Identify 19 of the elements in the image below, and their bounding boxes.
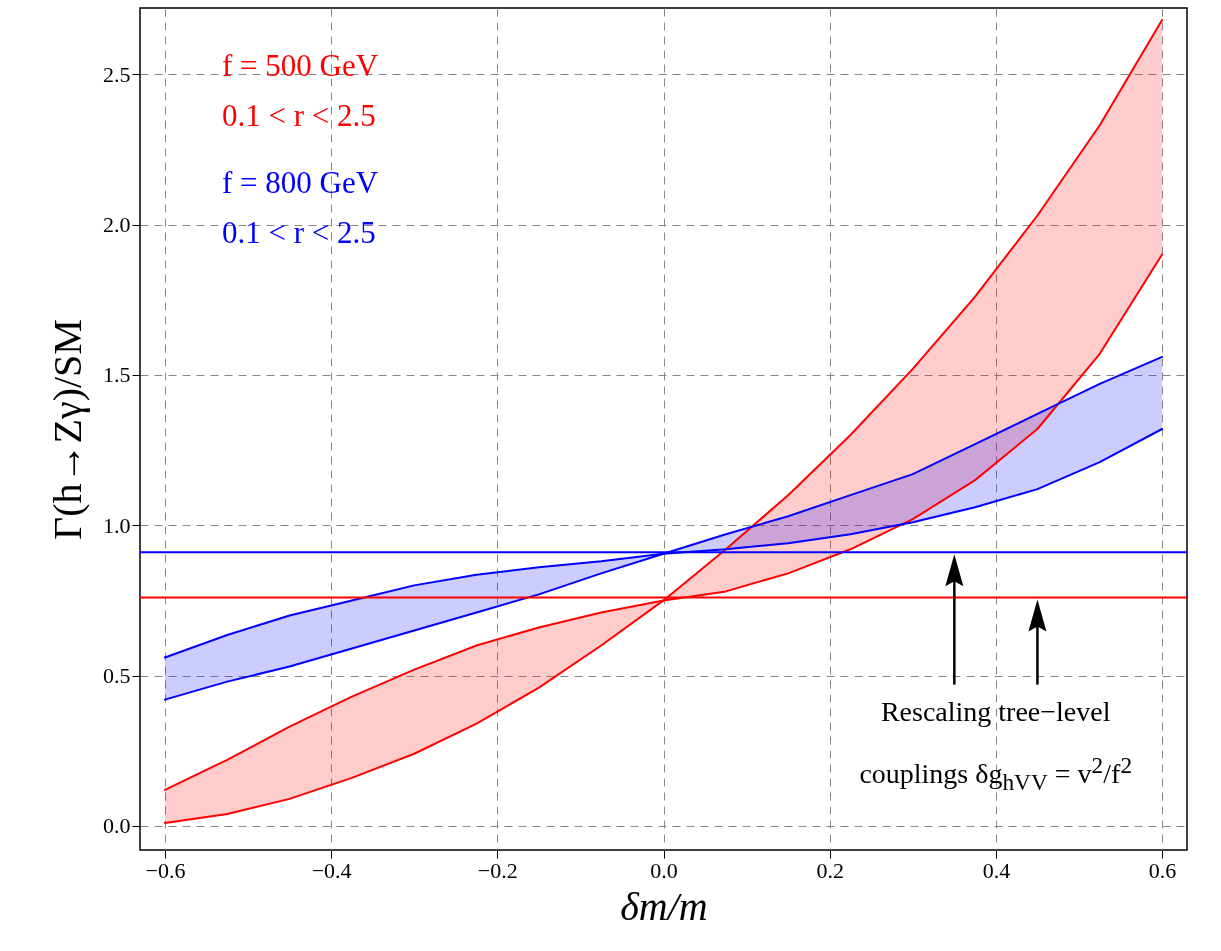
text: f = 800 GeV 0.1 < r < 2.5 bbox=[222, 165, 379, 251]
y-tick-label: 1.0 bbox=[103, 512, 131, 538]
y-tick-label: 0.0 bbox=[103, 813, 131, 839]
annotation: Rescaling tree−level bbox=[880, 695, 1111, 728]
y-tick-label: 1.5 bbox=[103, 362, 131, 388]
x-tick-label: −0.6 bbox=[145, 857, 186, 883]
y-tick-label: 2.5 bbox=[103, 61, 131, 87]
x-tick-label: 0.0 bbox=[650, 857, 678, 883]
y-tick-label: 2.0 bbox=[103, 212, 131, 238]
annotation: couplings δg$_{hVV}$ = v$^{2}$/f$^{2}$ bbox=[859, 751, 1133, 796]
x-tick-label: −0.2 bbox=[477, 857, 518, 883]
y-axis-title: Γ(h→Zγ)/SM bbox=[45, 319, 90, 540]
x-tick-label: 0.2 bbox=[816, 857, 844, 883]
x-tick-label: 0.4 bbox=[982, 857, 1011, 883]
x-axis-title: δm/m bbox=[620, 883, 708, 929]
y-tick-label: 0.5 bbox=[103, 663, 131, 689]
text: f = 500 GeV 0.1 < r < 2.5 bbox=[222, 48, 379, 134]
x-tick-label: −0.4 bbox=[311, 857, 352, 883]
x-tick-label: 0.6 bbox=[1148, 857, 1177, 883]
